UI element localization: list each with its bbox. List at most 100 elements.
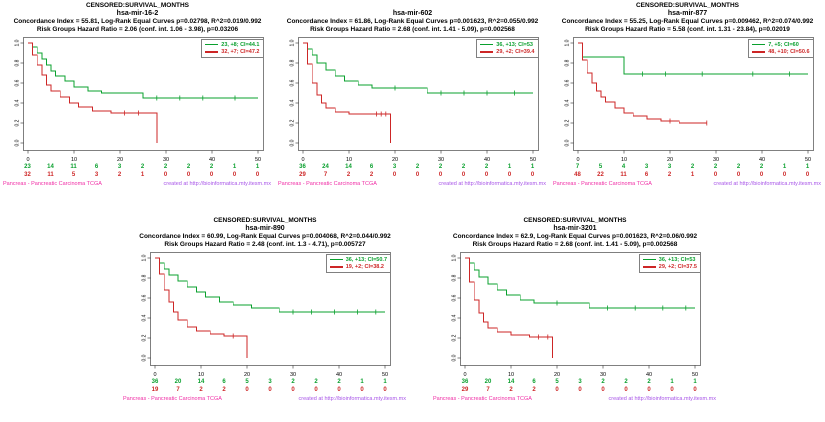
svg-text:1.0: 1.0 xyxy=(564,39,570,46)
at-risk-count: 11 xyxy=(620,172,627,178)
at-risk-row-high: 32 11 5 3 2 1 0 0 0 0 0 xyxy=(8,172,268,180)
at-risk-row-high: 29 7 2 2 0 0 0 0 0 0 0 xyxy=(283,172,543,180)
legend-label-low-risk: 36, +13; CI=53 xyxy=(496,41,533,48)
at-risk-count: 2 xyxy=(647,379,651,385)
at-risk-count: 2 xyxy=(346,172,351,178)
stats-hazard-line: Risk Groups Hazard Ratio = 2.06 (conf. i… xyxy=(36,26,239,33)
at-risk-count: 6 xyxy=(644,172,649,178)
credit-url[interactable]: created at http://bioinformatica.mty.ite… xyxy=(163,181,272,187)
plot-area: 0.0 0.2 0.4 0.6 0.8 1.0 0 10 20 30 40 50 7, +5; CI=… xyxy=(558,34,818,164)
at-risk-count: 1 xyxy=(693,379,697,385)
at-risk-count: 6 xyxy=(222,379,226,385)
legend-row-high-risk: 48, +10; CI=50.6 xyxy=(752,49,810,55)
svg-text:50: 50 xyxy=(529,157,535,163)
plot-footer: Pancreas - Pancreatic Carcinoma TCGA cre… xyxy=(275,180,550,189)
at-risk-count: 0 xyxy=(624,387,628,393)
svg-text:30: 30 xyxy=(712,157,718,163)
at-risk-row-low: 7 5 4 3 3 2 2 2 2 1 1 xyxy=(558,164,818,172)
km-plot: CENSORED:SURVIVAL_MONTHS hsa-mir-3201 Co… xyxy=(430,215,720,404)
at-risk-count: 2 xyxy=(690,164,695,170)
plot-area: 0.0 0.2 0.4 0.6 0.8 1.0 0 10 20 30 40 50 36, +13; C… xyxy=(445,249,705,379)
survival-curves-svg: 0.0 0.2 0.4 0.6 0.8 1.0 0 10 20 30 40 50 xyxy=(14,37,264,163)
at-risk-count: 6 xyxy=(369,164,374,170)
plot-footer: Pancreas - Pancreatic Carcinoma TCGA cre… xyxy=(430,395,720,404)
at-risk-count: 29 xyxy=(299,172,306,178)
at-risk-count: 1 xyxy=(507,164,512,170)
km-plot: CENSORED:SURVIVAL_MONTHS hsa-mir-890 Con… xyxy=(120,215,410,404)
km-plot: CENSORED:SURVIVAL_MONTHS hsa-mir-16-2 Co… xyxy=(0,0,275,189)
stats-concordance-line: Concordance Index = 62.9, Log-Rank Equal… xyxy=(452,233,698,240)
legend-label-high-risk: 29, +2; CI=39.4 xyxy=(496,49,535,55)
legend-box: 36, +13; CI=50.7 19, +2; CI=38.2 xyxy=(325,254,391,273)
at-risk-row-high: 29 7 2 2 0 0 0 0 0 0 0 xyxy=(445,387,705,395)
stats-hazard-line: Risk Groups Hazard Ratio = 5.58 (conf. i… xyxy=(585,26,790,33)
credit-url[interactable]: created at http://bioinformatica.mty.ite… xyxy=(608,396,717,402)
at-risk-row-low: 36 20 14 6 5 3 2 2 2 1 1 xyxy=(445,379,705,387)
at-risk-count: 0 xyxy=(670,387,674,393)
at-risk-count: 0 xyxy=(601,387,605,393)
svg-text:20: 20 xyxy=(391,157,397,163)
legend-row-low-risk: 7, +5; CI=60 xyxy=(752,42,809,48)
credit-url[interactable]: created at http://bioinformatica.mty.ite… xyxy=(298,396,407,402)
at-risk-count: 14 xyxy=(507,379,515,385)
at-risk-count: 22 xyxy=(597,172,604,178)
at-risk-count: 36 xyxy=(299,164,306,170)
svg-text:0.2: 0.2 xyxy=(564,119,570,126)
svg-text:0: 0 xyxy=(463,372,466,378)
credit-url[interactable]: created at http://bioinformatica.mty.ite… xyxy=(713,181,822,187)
credit-url[interactable]: created at http://bioinformatica.mty.ite… xyxy=(438,181,547,187)
svg-text:40: 40 xyxy=(758,157,764,163)
plot-footer: Pancreas - Pancreatic Carcinoma TCGA cre… xyxy=(120,395,410,404)
legend-row-low-risk: 36, +13; CI=53 xyxy=(480,42,534,48)
at-risk-count: 0 xyxy=(507,172,512,178)
at-risk-count: 11 xyxy=(70,164,77,170)
svg-text:40: 40 xyxy=(483,157,489,163)
stats-concordance-line: Concordance Index = 55.81, Log-Rank Equa… xyxy=(13,18,262,25)
plot-title-censored: CENSORED:SURVIVAL_MONTHS xyxy=(213,217,317,224)
svg-text:0.0: 0.0 xyxy=(452,354,458,361)
svg-text:0.0: 0.0 xyxy=(14,139,20,146)
at-risk-count: 6 xyxy=(532,379,536,385)
at-risk-count: 1 xyxy=(690,172,695,178)
high-risk-line-swatch xyxy=(642,266,656,268)
at-risk-count: 3 xyxy=(392,164,397,170)
svg-text:10: 10 xyxy=(198,372,204,378)
at-risk-count: 0 xyxy=(647,387,651,393)
svg-text:0.4: 0.4 xyxy=(564,99,570,106)
at-risk-count: 2 xyxy=(314,379,318,385)
plot-header: CENSORED:SURVIVAL_MONTHS hsa-mir-16-2 Co… xyxy=(0,0,275,34)
svg-text:1.0: 1.0 xyxy=(289,39,295,46)
legend-label-high-risk: 19, +2; CI=38.2 xyxy=(345,264,384,270)
high-risk-line-swatch xyxy=(205,51,219,53)
at-risk-count: 0 xyxy=(484,172,489,178)
km-plot: hsa-mir-602 Concordance Index = 61.86, L… xyxy=(275,0,550,189)
at-risk-count: 2 xyxy=(532,387,536,393)
legend-label-high-risk: 48, +10; CI=50.6 xyxy=(768,49,810,55)
at-risk-count: 14 xyxy=(197,379,205,385)
at-risk-count: 0 xyxy=(360,387,364,393)
plot-footer: Pancreas - Pancreatic Carcinoma TCGA cre… xyxy=(550,180,825,189)
survival-curves-svg: 0.0 0.2 0.4 0.6 0.8 1.0 0 10 20 30 40 50 xyxy=(142,252,391,378)
survival-curves-svg: 0.0 0.2 0.4 0.6 0.8 1.0 0 10 20 30 40 50 xyxy=(564,37,814,163)
legend-row-high-risk: 19, +2; CI=38.2 xyxy=(329,264,387,270)
at-risk-count: 5 xyxy=(71,172,76,178)
at-risk-count: 1 xyxy=(232,164,237,170)
svg-text:0.4: 0.4 xyxy=(289,99,295,106)
at-risk-count: 0 xyxy=(578,387,582,393)
at-risk-count: 7 xyxy=(575,164,580,170)
plot-title-mirna: hsa-mir-16-2 xyxy=(116,10,159,17)
at-risk-count: 23 xyxy=(24,164,31,170)
high-risk-line-swatch xyxy=(752,51,766,53)
at-risk-count: 0 xyxy=(693,387,697,393)
legend-label-low-risk: 7, +5; CI=60 xyxy=(768,41,799,48)
at-risk-count: 0 xyxy=(805,172,810,178)
svg-text:0.2: 0.2 xyxy=(452,334,458,341)
at-risk-count: 19 xyxy=(151,387,159,393)
plot-header: CENSORED:SURVIVAL_MONTHS hsa-mir-890 Con… xyxy=(120,215,410,249)
at-risk-count: 0 xyxy=(268,387,272,393)
legend-row-high-risk: 29, +2; CI=39.4 xyxy=(480,49,535,55)
plot-title-censored: CENSORED:SURVIVAL_MONTHS xyxy=(85,2,190,9)
at-risk-count: 0 xyxy=(713,172,718,178)
svg-text:0.4: 0.4 xyxy=(14,99,20,106)
at-risk-count: 5 xyxy=(245,379,249,385)
